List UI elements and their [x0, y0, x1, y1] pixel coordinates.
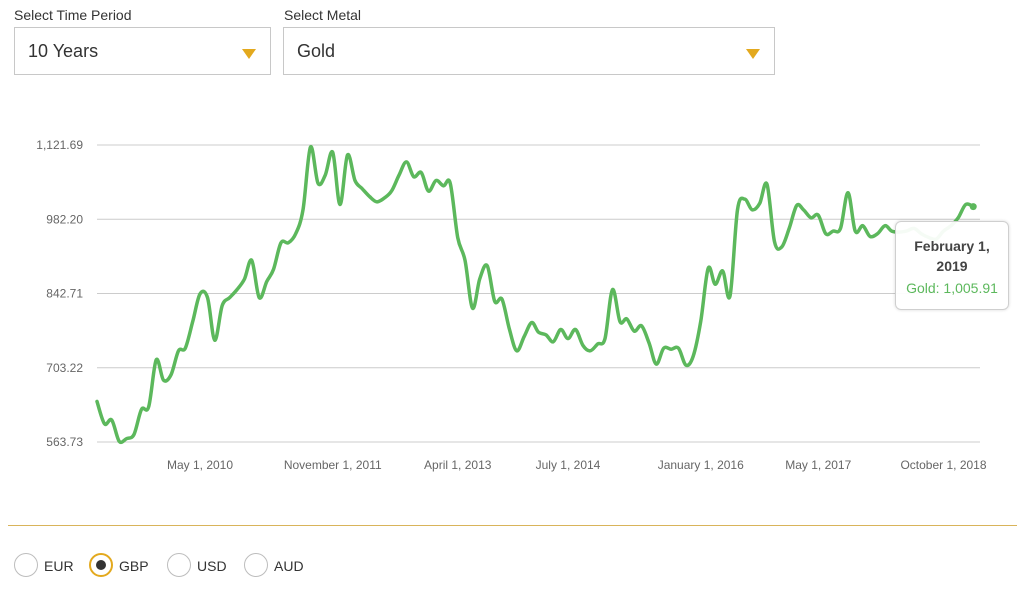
y-tick-label: 982.20 — [46, 212, 83, 226]
y-tick-label: 842.71 — [46, 287, 83, 301]
hover-marker — [969, 203, 977, 211]
x-tick-label: October 1, 2018 — [900, 458, 986, 472]
radio-button-gbp[interactable] — [89, 553, 113, 577]
time-period-select[interactable]: 10 Years — [14, 27, 271, 75]
radio-button-usd[interactable] — [167, 553, 191, 577]
x-tick-label: April 1, 2013 — [424, 458, 492, 472]
divider — [8, 525, 1017, 526]
y-tick-label: 563.73 — [46, 435, 83, 449]
metal-label: Select Metal — [284, 7, 362, 23]
currency-label: EUR — [44, 558, 74, 574]
tooltip-value: Gold: 1,005.91 — [906, 280, 998, 296]
radio-button-aud[interactable] — [244, 553, 268, 577]
radio-selected-dot — [96, 560, 106, 570]
y-tick-label: 1,121.69 — [36, 138, 83, 152]
price-chart[interactable]: 563.73 703.22 842.71 982.20 1,121.69 May 1, … — [0, 100, 1022, 490]
x-tick-label: July 1, 2014 — [536, 458, 601, 472]
currency-label: GBP — [119, 558, 149, 574]
gold-series-line — [95, 145, 975, 445]
chart-tooltip: February 1, 2019 Gold: 1,005.91 — [895, 221, 1009, 310]
chevron-down-icon — [746, 49, 760, 59]
radio-button-eur[interactable] — [14, 553, 38, 577]
tooltip-series-value: 1,005.91 — [943, 280, 998, 296]
currency-label: AUD — [274, 558, 304, 574]
time-period-value: 10 Years — [28, 41, 99, 61]
x-tick-label: May 1, 2017 — [785, 458, 851, 472]
x-tick-label: May 1, 2010 — [167, 458, 233, 472]
tooltip-series-name: Gold — [906, 280, 936, 296]
x-tick-label: January 1, 2016 — [658, 458, 744, 472]
metal-select[interactable]: Gold — [283, 27, 775, 75]
chevron-down-icon — [242, 49, 256, 59]
tooltip-date: February 1, 2019 — [914, 238, 990, 274]
currency-label: USD — [197, 558, 227, 574]
metal-value: Gold — [297, 41, 336, 61]
time-period-label: Select Time Period — [14, 7, 132, 23]
y-tick-label: 703.22 — [46, 361, 83, 375]
x-tick-label: November 1, 2011 — [284, 458, 382, 472]
